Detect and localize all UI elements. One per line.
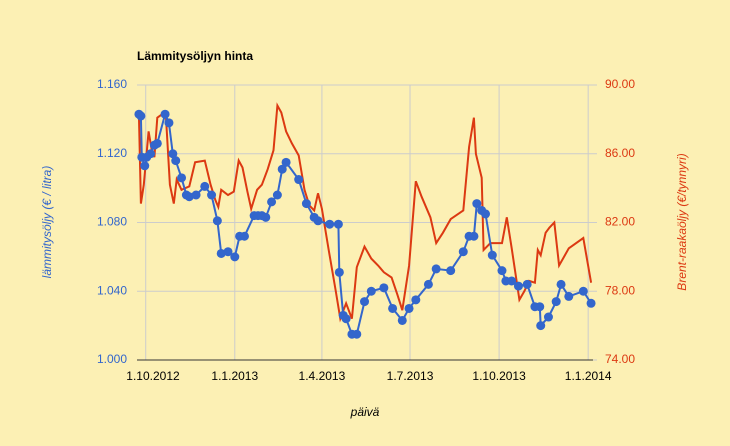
x-tick-label: 1.4.2013 [299,369,346,383]
data-point [281,157,291,167]
data-point [160,109,170,119]
data-point [136,111,146,121]
data-point [469,231,479,241]
data-point [522,279,532,289]
data-point [404,303,414,313]
y2-tick-label: 74.00 [605,352,635,366]
data-point [535,302,545,312]
data-point [578,286,588,296]
data-point [564,291,574,301]
y-tick-label: 1.120 [97,146,127,160]
data-point [397,315,407,325]
data-point [366,286,376,296]
data-point [200,181,210,191]
data-point [207,190,217,200]
data-point [184,192,194,202]
x-tick-label: 1.7.2013 [387,369,434,383]
data-point [140,161,150,171]
data-point [536,321,546,331]
x-axis-title: päivä [350,405,380,419]
y-tick-label: 1.040 [97,283,127,297]
data-point [411,295,421,305]
data-point [497,266,507,276]
data-point [152,138,162,148]
data-point [267,197,277,207]
data-point [191,190,201,200]
data-point [551,297,561,307]
data-point [272,190,282,200]
data-point [325,219,335,229]
data-point [301,199,311,209]
data-point [223,247,233,257]
data-point [379,283,389,293]
data-point [423,279,433,289]
data-point [177,173,187,183]
data-point [146,149,156,159]
x-tick-label: 1.1.2013 [211,369,258,383]
data-point [239,231,249,241]
y-axis-title: lämmitysöljy (€ / litra) [40,166,54,279]
data-point [360,297,370,307]
data-point [481,209,491,219]
data-point [556,279,566,289]
y2-tick-label: 90.00 [605,77,635,91]
y-tick-label: 1.000 [97,352,127,366]
x-tick-label: 1.10.2013 [472,369,526,383]
data-point [431,264,441,274]
y2-tick-label: 86.00 [605,146,635,160]
y-tick-label: 1.080 [97,215,127,229]
data-point [388,303,398,313]
y2-tick-label: 82.00 [605,215,635,229]
y2-tick-label: 78.00 [605,283,635,297]
data-point [507,276,517,286]
data-point [230,252,240,262]
data-point [586,298,596,308]
data-point [216,248,226,258]
data-point [472,199,482,209]
data-point [487,250,497,260]
y2-axis-title: Brent-raakaöljy (€/tynnyri) [675,153,689,290]
data-point [277,164,287,174]
data-point [334,267,344,277]
data-point [333,219,343,229]
data-point [294,175,304,185]
series-line [137,102,593,323]
data-point [352,329,362,339]
data-point [164,118,174,128]
data-point [543,312,553,322]
data-point [458,247,468,257]
data-point [212,216,222,226]
data-point [513,281,523,291]
y-tick-label: 1.160 [97,77,127,91]
data-point [341,314,351,324]
data-point [261,212,271,222]
data-point [313,216,323,226]
x-tick-label: 1.1.2014 [565,369,612,383]
data-point [171,156,181,166]
x-tick-label: 1.10.2012 [126,369,180,383]
data-point [446,266,456,276]
chart-title: Lämmitysöljyn hinta [137,49,253,63]
data-point [168,149,178,159]
